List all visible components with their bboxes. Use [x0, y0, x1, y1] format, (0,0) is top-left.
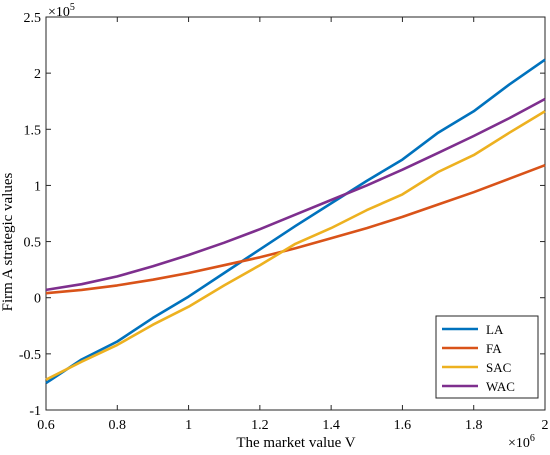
legend-label: FA	[486, 341, 502, 356]
x-tick-label: 1.6	[394, 418, 412, 433]
y-axis-label: Firm A strategic values	[0, 172, 16, 311]
series-line-sac	[45, 110, 546, 381]
y-exponent-label: ×105	[48, 2, 75, 20]
series-layer	[45, 58, 546, 385]
series-line-la	[45, 58, 546, 385]
series-line-wac	[45, 97, 546, 292]
y-tick-label: -1	[29, 404, 41, 419]
legend-label: WAC	[486, 379, 515, 394]
tick-layer: 0.6 0.8 1 1.2 1.4 1.6 1.8 2 -1 -0.5 0 0.5 1 1.5 2 2.5	[19, 11, 549, 433]
y-tick-label: -0.5	[19, 348, 41, 363]
x-tick-label: 1	[185, 418, 192, 433]
x-exponent-power: 6	[530, 433, 535, 444]
x-exponent-base: ×10	[508, 436, 530, 451]
y-tick-label: 1.5	[24, 123, 42, 138]
x-axis-label: The market value V	[236, 435, 355, 451]
y-exponent-power: 5	[70, 2, 75, 13]
y-exponent-base: ×10	[48, 5, 70, 20]
x-tick-label: 2	[542, 418, 549, 433]
legend-label: LA	[486, 322, 504, 337]
series-line-fa	[45, 163, 546, 295]
legend-label: SAC	[486, 360, 511, 375]
y-tick-label: 0.5	[24, 236, 42, 251]
x-tick-label: 1.4	[322, 418, 340, 433]
x-tick-label: 1.2	[251, 418, 269, 433]
y-tick-label: 2.5	[24, 11, 42, 26]
legend: LA FA SAC WAC	[435, 315, 539, 399]
x-tick-label: 0.6	[37, 418, 55, 433]
y-tick-label: 2	[34, 67, 41, 82]
x-tick-label: 0.8	[109, 418, 127, 433]
y-tick-label: 0	[34, 292, 41, 307]
y-tick-label: 1	[34, 179, 41, 194]
x-exponent-label: ×106	[508, 433, 535, 451]
x-tick-label: 1.8	[465, 418, 483, 433]
